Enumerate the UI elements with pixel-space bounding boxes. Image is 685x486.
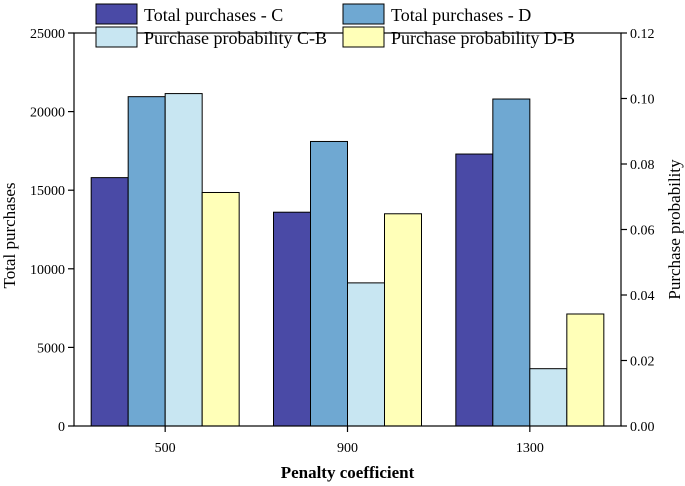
legend-swatch [95, 26, 138, 48]
legend-label: Purchase probability D-B [391, 28, 575, 48]
y-right-tick-label: 0.04 [630, 289, 655, 304]
y-left-tick-label: 25000 [30, 27, 65, 42]
bar-2-1300 [492, 98, 531, 427]
bar-1-900 [273, 211, 311, 427]
bar-4-1300 [566, 313, 605, 427]
y-left-tick-label: 15000 [30, 184, 65, 199]
legend-label: Total purchases - C [144, 5, 283, 25]
y-left-tick-label: 0 [58, 420, 65, 435]
x-axis-title: Penalty coefficient [281, 463, 415, 482]
y-right-tick-label: 0.12 [630, 27, 655, 42]
x-tick-label: 500 [155, 441, 176, 456]
y-right-tick-label: 0.02 [630, 355, 655, 370]
y-left-tick-label: 10000 [30, 263, 65, 278]
bar-4-900 [384, 213, 422, 427]
legend-swatch [342, 26, 385, 48]
legend-label: Total purchases - D [391, 5, 531, 25]
bar-3-500 [164, 93, 203, 427]
x-tick-label: 900 [337, 441, 358, 456]
y-right-tick-label: 0.10 [630, 93, 655, 108]
y-left-tick-label: 5000 [37, 341, 65, 356]
legend-swatch [95, 3, 138, 25]
bar-2-500 [127, 96, 166, 427]
y-axis-right-title: Purchase probability [665, 159, 684, 300]
y-right-tick-label: 0.00 [630, 420, 655, 435]
bar-2-900 [310, 140, 348, 427]
x-tick-label: 1300 [516, 441, 544, 456]
bar-4-500 [201, 191, 240, 427]
legend-swatch [342, 3, 385, 25]
bar-3-1300 [529, 368, 568, 427]
y-left-tick-label: 20000 [30, 106, 65, 121]
legend-label: Purchase probability C-B [144, 28, 327, 48]
bar-1-1300 [455, 153, 494, 427]
y-axis-left-title: Total purchases [0, 183, 19, 289]
y-right-tick-label: 0.06 [630, 224, 655, 239]
bar-1-500 [90, 177, 129, 427]
y-right-tick-label: 0.08 [630, 158, 655, 173]
bar-3-900 [347, 282, 385, 427]
